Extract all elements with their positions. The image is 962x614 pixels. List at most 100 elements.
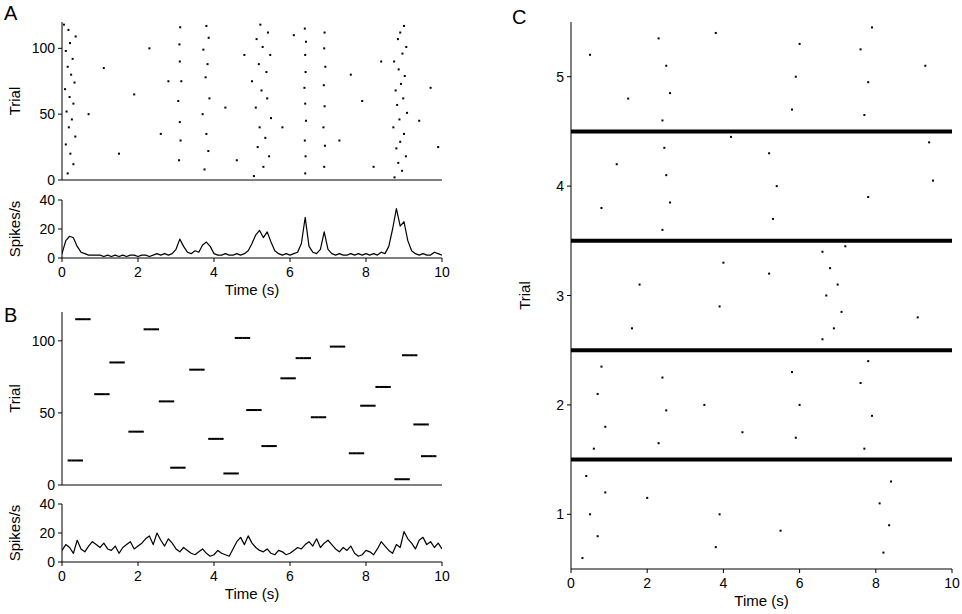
spike (844, 245, 846, 247)
spike (437, 146, 439, 148)
spike (304, 28, 306, 30)
spike (399, 141, 401, 143)
spike (235, 472, 239, 474)
spike (178, 159, 180, 161)
spike (791, 109, 793, 111)
spike (410, 354, 414, 356)
spike (273, 445, 277, 447)
spike (270, 117, 272, 119)
spike (67, 172, 69, 174)
spike (193, 369, 197, 371)
spike (597, 535, 599, 537)
spike (280, 377, 284, 379)
x-axis-label: Time (s) (734, 592, 788, 609)
spike (841, 311, 843, 313)
spike (322, 416, 326, 418)
spike (216, 438, 220, 440)
spike (324, 105, 326, 107)
spike (928, 141, 930, 143)
spike (299, 357, 303, 359)
y-tick-label: 2 (556, 397, 564, 413)
x-tick (290, 258, 291, 262)
plot-area (62, 532, 442, 557)
spike (102, 393, 106, 395)
spike (871, 26, 873, 28)
y-axis-label: Trial (516, 281, 533, 310)
x-tick-label: 8 (872, 575, 880, 591)
panel-0: 050100TrialA (4, 2, 442, 188)
spike (70, 74, 72, 76)
x-tick (214, 562, 215, 566)
spike (68, 459, 72, 461)
y-tick-label: 40 (39, 192, 55, 208)
y-axis-label: Spikes/s (6, 201, 23, 258)
spike (269, 445, 273, 447)
spike (432, 455, 436, 457)
spike (337, 346, 341, 348)
spike (863, 448, 865, 450)
spike (430, 87, 432, 89)
x-tick (952, 569, 953, 573)
spike (261, 89, 263, 91)
y-tick (567, 186, 571, 187)
spike (403, 25, 405, 27)
y-axis-label: Spikes/s (6, 505, 23, 562)
spike (264, 137, 266, 139)
spike (303, 87, 305, 89)
spike (604, 426, 606, 428)
spike (69, 153, 71, 155)
panel-label: C (512, 6, 526, 28)
spike (399, 32, 401, 34)
spike (417, 423, 421, 425)
x-tick (62, 562, 63, 566)
spike (863, 114, 865, 116)
panel-2: 050100TrialB (4, 304, 442, 493)
spike (882, 552, 884, 554)
x-axis (571, 569, 952, 570)
spike (719, 513, 721, 515)
x-tick (571, 569, 572, 573)
x-tick (214, 258, 215, 262)
spike (669, 92, 671, 94)
spike (224, 107, 226, 109)
spike (267, 32, 269, 34)
spike (589, 54, 591, 56)
spike (167, 80, 169, 82)
x-tick-label: 6 (796, 575, 804, 591)
spike (799, 43, 801, 45)
y-tick (58, 340, 62, 341)
spike (387, 386, 391, 388)
x-tick (442, 562, 443, 566)
y-tick-label: 50 (39, 405, 55, 421)
spike (372, 405, 376, 407)
spike (94, 393, 98, 395)
y-tick (58, 258, 62, 259)
spike (663, 147, 665, 149)
spike (303, 357, 307, 359)
spike (207, 63, 209, 65)
spike (136, 431, 140, 433)
spike (71, 118, 73, 120)
spike (265, 445, 269, 447)
spike (604, 491, 606, 493)
spike (780, 530, 782, 532)
spike (791, 371, 793, 373)
spike (304, 54, 306, 56)
spike (109, 361, 113, 363)
y-tick-label: 100 (32, 333, 56, 349)
spike (235, 337, 239, 339)
x-tick-label: 6 (286, 264, 294, 280)
spike (83, 318, 87, 320)
spike (118, 153, 120, 155)
spike (593, 448, 595, 450)
spike (117, 361, 121, 363)
x-tick-label: 10 (434, 568, 450, 584)
spike (401, 170, 403, 172)
spike (406, 478, 410, 480)
spike (147, 328, 151, 330)
spike (250, 409, 254, 411)
spike (627, 98, 629, 100)
x-tick (647, 569, 648, 573)
spike (665, 409, 667, 411)
spike (304, 172, 306, 174)
